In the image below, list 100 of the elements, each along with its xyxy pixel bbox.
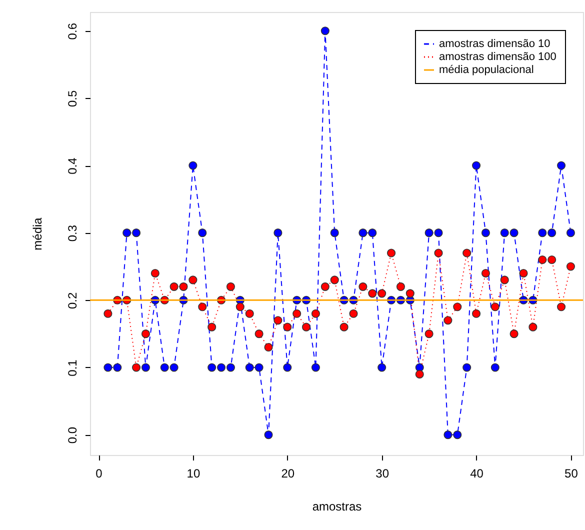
y-tick-label: 0.2	[66, 292, 80, 309]
legend-label: média populacional	[439, 64, 534, 76]
legend-label: amostras dimensão 10	[439, 38, 550, 50]
x-tick-label: 10	[186, 466, 200, 480]
point	[226, 282, 235, 291]
point	[519, 268, 528, 278]
point	[264, 343, 273, 352]
x-tick-label: 20	[281, 466, 295, 480]
x-tick-label: 30	[376, 466, 390, 480]
point	[510, 228, 518, 238]
point	[226, 363, 235, 372]
point	[208, 322, 216, 332]
point	[160, 363, 169, 372]
point	[548, 228, 556, 238]
y-tick-label: 0.3	[66, 224, 80, 242]
point	[557, 302, 566, 312]
point	[320, 282, 330, 291]
point	[122, 228, 132, 238]
point	[274, 316, 282, 325]
y-axis-title: média	[30, 217, 44, 250]
point	[208, 363, 216, 372]
point	[500, 228, 509, 238]
point	[444, 316, 452, 325]
point	[340, 322, 348, 332]
point	[378, 363, 386, 372]
point	[198, 302, 207, 312]
point	[566, 262, 575, 271]
point	[311, 363, 320, 372]
point	[254, 363, 264, 372]
point	[302, 322, 311, 332]
point	[141, 363, 150, 372]
point	[528, 322, 538, 332]
point	[188, 276, 198, 284]
point	[283, 363, 292, 372]
point	[170, 363, 178, 372]
point	[500, 276, 509, 284]
point	[538, 228, 547, 238]
y-tick-label: 0.6	[66, 22, 80, 40]
point	[444, 430, 452, 440]
point	[141, 330, 150, 338]
point	[179, 282, 188, 291]
point	[387, 248, 396, 258]
point	[104, 309, 112, 318]
point	[548, 255, 556, 264]
point	[113, 363, 122, 372]
point	[311, 309, 320, 318]
point	[415, 370, 424, 378]
y-tick-label: 0.1	[66, 359, 80, 376]
point	[132, 228, 141, 238]
point	[510, 330, 518, 338]
x-axis-title: amostras	[312, 500, 362, 514]
point	[292, 309, 302, 318]
point	[264, 430, 273, 440]
x-tick-label: 40	[470, 466, 484, 480]
point	[378, 289, 386, 298]
point	[245, 309, 254, 318]
point	[453, 302, 462, 312]
point	[424, 330, 434, 338]
point	[188, 161, 198, 170]
point	[330, 276, 339, 284]
x-tick-label: 50	[564, 466, 578, 480]
point	[490, 302, 500, 312]
point	[481, 268, 490, 278]
point	[368, 289, 377, 298]
point	[104, 363, 112, 372]
point	[150, 268, 160, 278]
point	[245, 363, 254, 372]
point	[358, 282, 368, 291]
point	[368, 228, 377, 238]
point	[283, 322, 292, 332]
point	[453, 430, 462, 440]
point	[434, 248, 443, 258]
point	[462, 248, 472, 258]
point	[198, 228, 207, 238]
point	[481, 228, 490, 238]
point	[424, 228, 434, 238]
point	[396, 282, 405, 291]
point	[330, 228, 339, 238]
y-tick-label: 0.5	[66, 90, 80, 108]
point	[472, 309, 481, 318]
point	[254, 330, 264, 338]
point	[358, 228, 368, 238]
point	[349, 309, 358, 318]
y-tick-label: 0.0	[66, 426, 80, 444]
legend-label: amostras dimensão 100	[439, 51, 556, 63]
x-tick-label: 0	[96, 466, 103, 480]
point	[320, 26, 330, 36]
point	[462, 363, 472, 372]
point	[132, 363, 141, 372]
point	[406, 289, 414, 298]
y-tick-label: 0.4	[66, 157, 80, 174]
point	[557, 161, 566, 170]
point	[236, 302, 244, 312]
point	[566, 228, 575, 238]
point	[217, 363, 226, 372]
point	[434, 228, 443, 238]
point	[538, 255, 547, 264]
point	[170, 282, 178, 291]
point	[274, 228, 282, 238]
point	[472, 161, 481, 170]
